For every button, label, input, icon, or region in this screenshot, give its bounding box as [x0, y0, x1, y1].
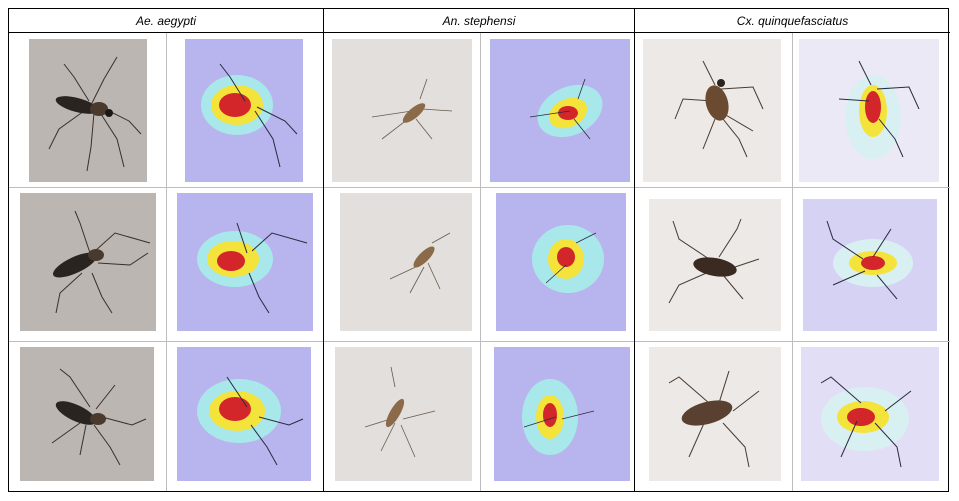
heatmap-overlay [801, 347, 939, 481]
mosquito-photo [20, 347, 154, 481]
mosquito-photo [20, 193, 156, 331]
figure-grid: Ae. aegypti [8, 8, 950, 492]
column-header: An. stephensi [324, 9, 634, 33]
column-divider [480, 33, 481, 491]
column-header: Ae. aegypti [9, 9, 323, 33]
heatmap-overlay [185, 39, 303, 182]
column-header: Cx. quinquefasciatus [635, 9, 950, 33]
mosquito-photo [649, 199, 781, 331]
row-divider [9, 187, 323, 188]
heatmap-overlay [490, 39, 630, 182]
column-ae-aegypti: Ae. aegypti [9, 9, 324, 491]
row-divider [9, 341, 323, 342]
row-divider [635, 187, 950, 188]
column-divider [166, 33, 167, 491]
column-cx-quinquefasciatus: Cx. quinquefasciatus [635, 9, 950, 491]
heatmap-overlay [177, 347, 311, 481]
column-divider [792, 33, 793, 491]
column-an-stephensi: An. stephensi [324, 9, 635, 491]
mosquito-photo [340, 193, 472, 331]
heatmap-overlay [803, 199, 937, 331]
row-divider [324, 341, 634, 342]
mosquito-photo [335, 347, 472, 481]
heatmap-overlay [177, 193, 313, 331]
mosquito-photo [332, 39, 472, 182]
mosquito-photo [643, 39, 781, 182]
row-divider [635, 341, 950, 342]
heatmap-overlay [799, 39, 939, 182]
row-divider [324, 187, 634, 188]
mosquito-photo [649, 347, 781, 481]
heatmap-overlay [494, 347, 630, 481]
mosquito-photo [29, 39, 147, 182]
heatmap-overlay [496, 193, 626, 331]
